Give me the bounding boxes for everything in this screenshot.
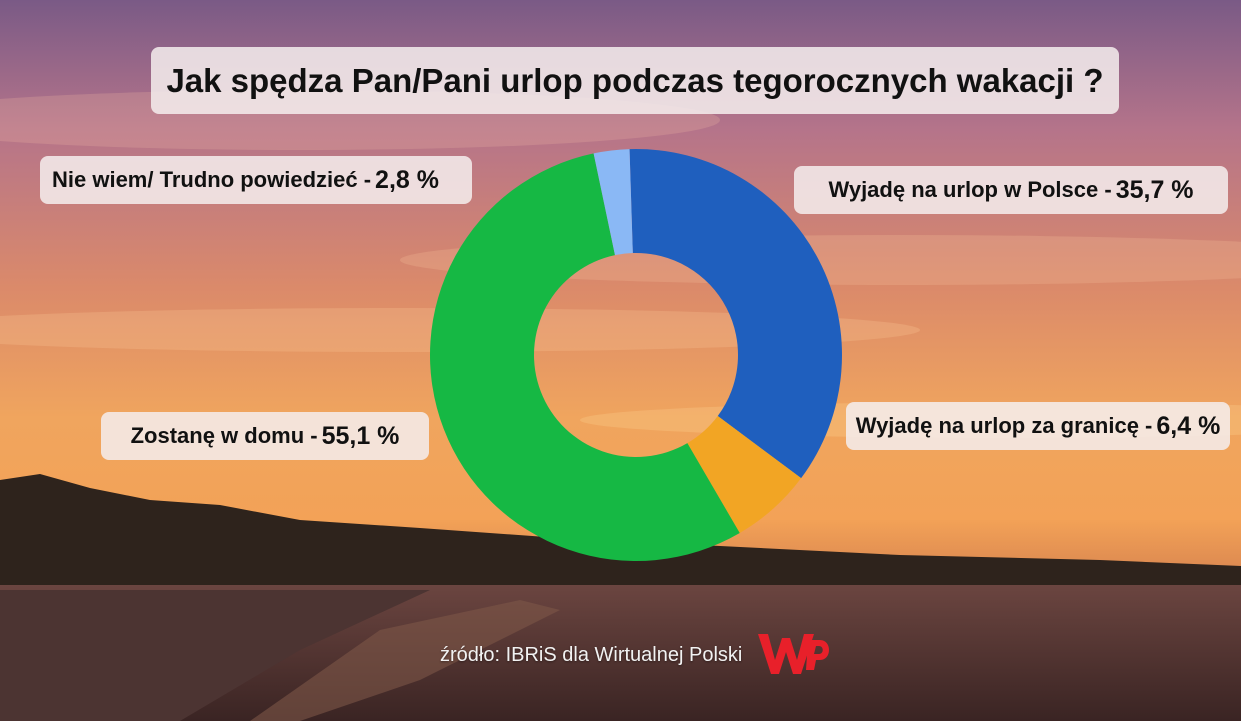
slice-polska: [629, 149, 842, 479]
label-polska-text: Wyjadę na urlop w Polsce -: [828, 177, 1112, 202]
label-nie-wiem-value: 2,8 %: [375, 165, 439, 194]
label-dom-text: Zostanę w domu -: [130, 423, 318, 448]
slice-granica: [687, 415, 802, 533]
label-granica-value: 6,4 %: [1156, 411, 1221, 440]
label-nie-wiem-text: Nie wiem/ Trudno powiedzieć -: [52, 167, 372, 192]
wp-logo-icon: [758, 634, 829, 674]
slice-dom: [430, 153, 740, 561]
label-nie-wiem: Nie wiem/ Trudno powiedzieć - 2,8 %: [40, 156, 472, 204]
label-polska: Wyjadę na urlop w Polsce - 35,7 %: [794, 166, 1228, 214]
label-dom: Zostanę w domu - 55,1 %: [101, 412, 429, 460]
chart-title: Jak spędza Pan/Pani urlop podczas tegoro…: [151, 47, 1119, 114]
label-polska-value: 35,7 %: [1115, 175, 1194, 204]
label-granica-text: Wyjadę na urlop za granicę -: [855, 413, 1153, 438]
slice-nie-wiem: [593, 149, 633, 256]
label-granica: Wyjadę na urlop za granicę - 6,4 %: [846, 402, 1230, 450]
source-note: źródło: IBRiS dla Wirtualnej Polski: [440, 644, 743, 666]
label-dom-value: 55,1 %: [321, 421, 400, 450]
